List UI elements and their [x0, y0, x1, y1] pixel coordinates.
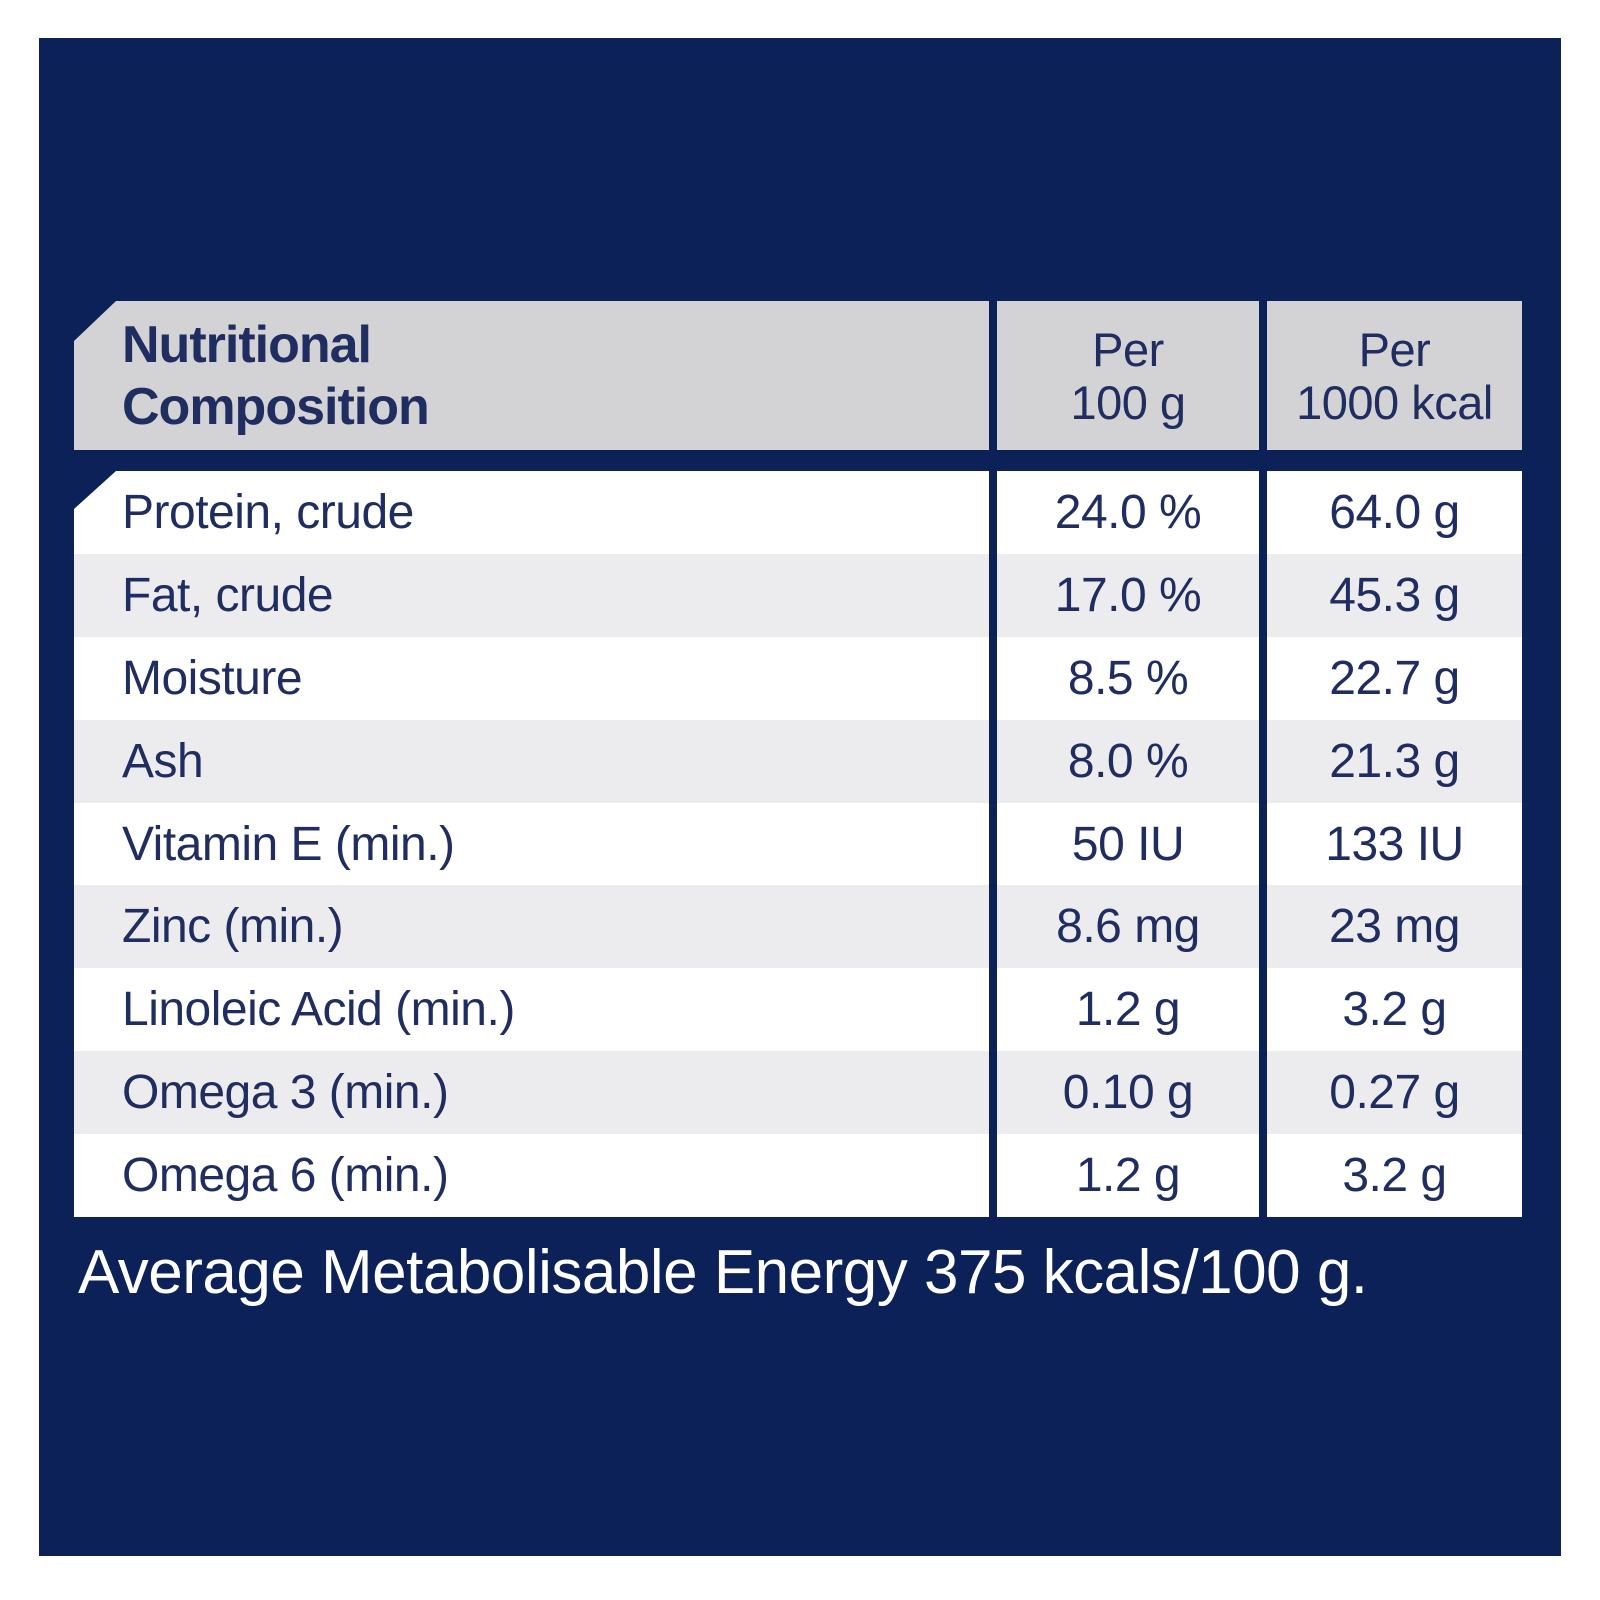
row-value-per-100g: 8.6 mg [997, 885, 1259, 969]
col-header-per-100g-line-1: Per [1092, 322, 1164, 376]
row-value-per-1000kcal: 23 mg [1267, 885, 1522, 969]
row-label: Omega 3 (min.) [74, 1051, 989, 1135]
table-title-line-1: Nutritional [122, 315, 372, 374]
col-header-per-1000kcal: Per 1000 kcal [1267, 301, 1522, 450]
row-value-per-1000kcal: 22.7 g [1267, 636, 1522, 720]
row-label: Linoleic Acid (min.) [74, 968, 989, 1052]
row-label: Protein, crude [74, 471, 989, 554]
row-value-per-100g: 8.5 % [997, 636, 1259, 720]
row-value-per-100g: 8.0 % [997, 719, 1259, 803]
row-label: Ash [74, 719, 989, 803]
nutrition-table: Nutritional Composition Per 100 g Per 10… [74, 301, 1522, 1218]
row-value-per-100g: 50 IU [997, 802, 1259, 886]
row-value-per-1000kcal: 0.27 g [1267, 1051, 1522, 1135]
table-body: Protein, crude 24.0 % 64.0 g Fat, crude … [74, 471, 1522, 1218]
col-header-per-1000kcal-line-2: 1000 kcal [1296, 375, 1493, 429]
row-value-per-100g: 1.2 g [997, 968, 1259, 1052]
col-header-per-100g-line-2: 100 g [1070, 375, 1186, 429]
row-value-per-1000kcal: 64.0 g [1267, 471, 1522, 554]
row-value-per-100g: 0.10 g [997, 1051, 1259, 1135]
table-title-line-2: Composition [122, 377, 430, 436]
row-value-per-100g: 24.0 % [997, 471, 1259, 554]
row-value-per-1000kcal: 3.2 g [1267, 1134, 1522, 1218]
row-value-per-1000kcal: 45.3 g [1267, 553, 1522, 637]
row-value-per-100g: 17.0 % [997, 553, 1259, 637]
col-header-per-1000kcal-line-1: Per [1358, 322, 1431, 376]
row-label: Moisture [74, 636, 989, 720]
label-panel: Nutritional Composition Per 100 g Per 10… [39, 38, 1561, 1556]
table-header: Nutritional Composition Per 100 g Per 10… [74, 301, 1522, 450]
table-title: Nutritional Composition [74, 301, 989, 450]
row-value-per-1000kcal: 3.2 g [1267, 968, 1522, 1052]
energy-footnote: Average Metabolisable Energy 375 kcals/1… [78, 1238, 1368, 1307]
row-value-per-1000kcal: 133 IU [1267, 802, 1522, 886]
row-value-per-100g: 1.2 g [997, 1134, 1259, 1218]
row-label: Omega 6 (min.) [74, 1134, 989, 1218]
row-label: Vitamin E (min.) [74, 802, 989, 886]
row-label: Zinc (min.) [74, 885, 989, 969]
col-header-per-100g: Per 100 g [997, 301, 1259, 450]
row-value-per-1000kcal: 21.3 g [1267, 719, 1522, 803]
row-label: Fat, crude [74, 553, 989, 637]
